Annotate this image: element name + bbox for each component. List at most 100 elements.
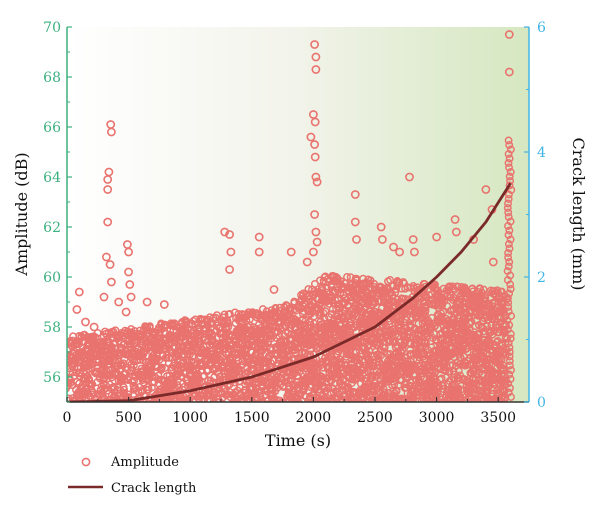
amplitude-hit — [319, 309, 328, 318]
amplitude-hit — [507, 366, 515, 374]
amplitude-hit — [301, 316, 310, 325]
amplitude-hit — [165, 398, 174, 402]
amplitude-point — [254, 247, 264, 257]
amplitude-hit — [90, 403, 96, 409]
y-left-tick-label: 68 — [43, 70, 61, 86]
amplitude-point — [312, 177, 322, 187]
amplitude-hit — [226, 403, 232, 409]
amplitude-hit — [379, 384, 388, 393]
amplitude-hit — [504, 303, 513, 311]
amplitude-hit — [473, 334, 482, 342]
amplitude-hit — [504, 253, 513, 262]
amplitude-hit — [304, 403, 310, 409]
amplitude-hit — [454, 367, 463, 375]
y-left-axis-title: Amplitude (dB) — [12, 152, 31, 276]
amplitude-hit — [130, 403, 136, 409]
amplitude-hit — [467, 318, 476, 326]
amplitude-hit — [359, 399, 367, 402]
amplitude-hit — [327, 398, 336, 402]
y-left-tick-label: 70 — [43, 20, 61, 36]
amplitude-hit — [331, 404, 337, 410]
legend-amplitude-marker — [81, 457, 91, 467]
amplitude-point — [481, 185, 491, 194]
amplitude-hit — [313, 401, 319, 402]
y-left-tick-label: 62 — [43, 220, 61, 236]
amplitude-point — [81, 317, 90, 327]
amplitude-point — [306, 132, 316, 142]
amplitude-hit — [86, 406, 92, 412]
amplitude-hit — [505, 321, 514, 329]
amplitude-hit — [201, 401, 204, 402]
x-tick-label: 2500 — [357, 410, 393, 426]
amplitude-hit — [332, 401, 336, 402]
amplitude-hit — [402, 403, 408, 409]
amplitude-hit — [108, 401, 111, 402]
amplitude-hit — [276, 405, 282, 411]
amplitude-hit — [438, 301, 447, 310]
amplitude-hit — [75, 405, 81, 411]
amplitude-hit — [275, 401, 278, 402]
amplitude-hit — [275, 303, 284, 312]
amplitude-hit — [210, 401, 215, 402]
amplitude-point — [311, 227, 321, 237]
amplitude-hit — [505, 154, 514, 163]
amplitude-hit — [505, 348, 514, 356]
amplitude-hit — [504, 159, 513, 167]
amplitude-hit — [340, 381, 349, 390]
amplitude-hit — [359, 363, 368, 372]
amplitude-hit — [157, 364, 165, 373]
amplitude-hit — [317, 301, 326, 310]
amplitude-point — [220, 227, 230, 237]
amplitude-hit — [92, 395, 101, 402]
amplitude-hit — [92, 398, 100, 402]
amplitude-hit — [312, 401, 318, 402]
amplitude-point — [74, 287, 84, 297]
amplitude-hit — [503, 204, 512, 212]
amplitude-point — [311, 52, 321, 62]
amplitude-point — [310, 210, 319, 219]
amplitude-hit — [346, 280, 355, 289]
amplitude-hit — [503, 267, 512, 275]
amplitude-hit — [439, 401, 442, 402]
amplitude-hit — [156, 404, 162, 410]
amplitude-hit — [135, 383, 144, 391]
y-left-tick-label: 66 — [43, 120, 61, 136]
amplitude-hit — [342, 406, 348, 412]
amplitude-hit — [334, 404, 340, 410]
amplitude-point — [103, 185, 113, 194]
amplitude-hit — [324, 396, 332, 402]
amplitude-hit — [500, 395, 509, 402]
amplitude-point — [104, 167, 114, 177]
amplitude-hit — [211, 405, 217, 411]
amplitude-hit — [352, 401, 356, 402]
y-left-axis-ticks: 56 58 60 62 64 66 68 70 — [43, 20, 72, 403]
amplitude-hit — [279, 401, 284, 402]
amplitude-hit — [215, 403, 221, 409]
amplitude-point — [377, 235, 387, 244]
y-right-axis-title: Crack length (mm) — [569, 138, 588, 291]
amplitude-hit — [348, 405, 354, 411]
amplitude-hit — [216, 406, 222, 412]
amplitude-hit — [458, 406, 464, 412]
amplitude-hit — [235, 401, 239, 402]
amplitude-hit — [336, 289, 345, 298]
amplitude-hit — [143, 343, 152, 351]
y-right-tick-label: 6 — [537, 20, 546, 36]
amplitude-hit — [481, 401, 486, 402]
y-right-tick-label: 2 — [537, 270, 546, 286]
amplitude-hit — [316, 308, 324, 317]
amplitude-hit — [486, 403, 492, 409]
amplitude-hit — [321, 307, 330, 316]
amplitude-hit — [259, 342, 268, 351]
amplitude-hit — [506, 285, 515, 293]
amplitude-hit — [506, 334, 515, 343]
amplitude-point — [125, 280, 135, 289]
amplitude-point — [254, 232, 264, 242]
amplitude-point — [225, 230, 234, 239]
amplitude-hit — [287, 377, 296, 386]
amplitude-hit — [98, 403, 104, 409]
amplitude-hit — [323, 403, 329, 409]
amplitude-hit — [225, 310, 234, 318]
amplitude-hit — [416, 343, 425, 352]
